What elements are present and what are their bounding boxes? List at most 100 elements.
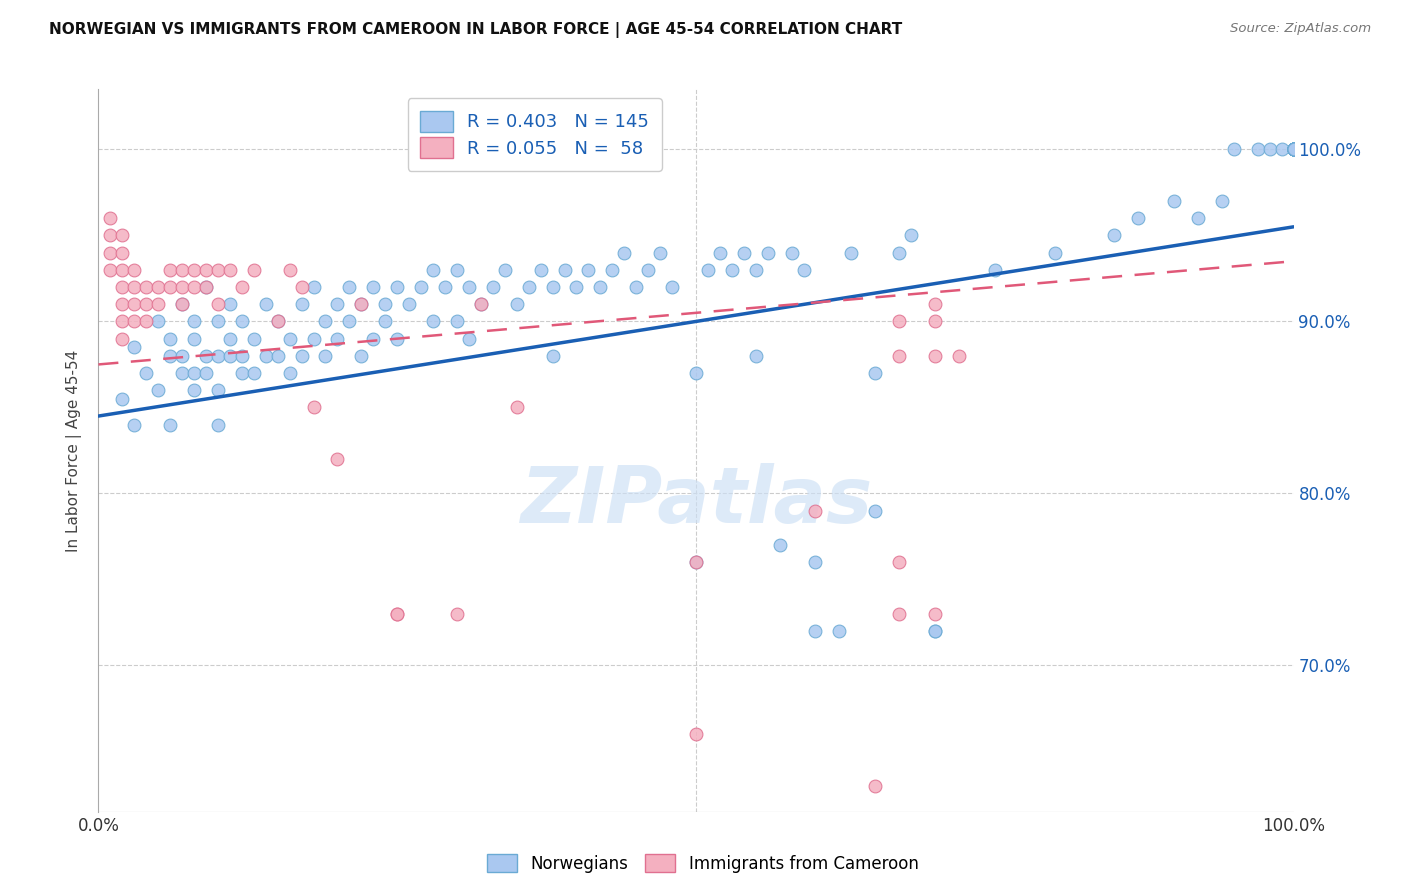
Point (1282, 142, 1305, 156)
Point (159, 332, 181, 346)
Point (756, 245, 779, 260)
Point (411, 280, 433, 294)
Point (1282, 142, 1305, 156)
Point (207, 297, 229, 311)
Point (183, 314, 205, 328)
Point (458, 280, 481, 294)
Point (350, 349, 373, 363)
Point (111, 297, 134, 311)
Point (804, 503, 827, 517)
Point (148, 384, 170, 398)
Point (172, 297, 194, 311)
Point (159, 262, 181, 277)
Point (924, 624, 946, 639)
Point (219, 332, 242, 346)
Point (135, 314, 157, 328)
Point (219, 349, 242, 363)
Point (733, 245, 755, 260)
Point (291, 349, 314, 363)
Point (219, 262, 242, 277)
Point (267, 314, 290, 328)
Point (278, 262, 301, 277)
Point (135, 280, 157, 294)
Point (267, 314, 290, 328)
Text: Source: ZipAtlas.com: Source: ZipAtlas.com (1230, 22, 1371, 36)
Point (1282, 142, 1305, 156)
Point (243, 366, 266, 380)
Point (1282, 142, 1305, 156)
Point (924, 297, 946, 311)
Point (326, 332, 349, 346)
Point (1282, 142, 1305, 156)
Point (1282, 142, 1305, 156)
Point (554, 262, 576, 277)
Point (1282, 142, 1305, 156)
Point (1282, 142, 1305, 156)
Point (984, 262, 1007, 277)
Point (1282, 142, 1305, 156)
Point (422, 314, 444, 328)
Point (172, 262, 194, 277)
Point (1282, 142, 1305, 156)
Legend: R = 0.403   N = 145, R = 0.055   N =  58: R = 0.403 N = 145, R = 0.055 N = 58 (408, 98, 662, 170)
Point (1282, 142, 1305, 156)
Point (385, 280, 409, 294)
Point (745, 349, 768, 363)
Point (183, 262, 205, 277)
Point (900, 228, 922, 243)
Point (745, 262, 768, 277)
Point (889, 349, 911, 363)
Point (541, 349, 564, 363)
Y-axis label: In Labor Force | Age 45-54: In Labor Force | Age 45-54 (66, 350, 83, 551)
Point (709, 245, 731, 260)
Point (661, 280, 683, 294)
Point (207, 417, 229, 432)
Point (1043, 245, 1066, 260)
Point (1282, 142, 1305, 156)
Point (924, 607, 946, 621)
Point (195, 280, 218, 294)
Point (111, 228, 134, 243)
Point (111, 280, 134, 294)
Point (589, 280, 612, 294)
Point (339, 314, 361, 328)
Point (434, 280, 457, 294)
Point (1282, 142, 1305, 156)
Point (446, 262, 468, 277)
Point (135, 366, 157, 380)
Point (98, 262, 122, 277)
Point (267, 349, 290, 363)
Point (111, 332, 134, 346)
Point (446, 607, 468, 621)
Point (172, 297, 194, 311)
Point (111, 314, 134, 328)
Point (195, 262, 218, 277)
Point (195, 280, 218, 294)
Point (494, 262, 516, 277)
Point (124, 314, 146, 328)
Point (207, 384, 229, 398)
Point (111, 245, 134, 260)
Point (302, 332, 325, 346)
Point (1247, 142, 1270, 156)
Point (578, 262, 600, 277)
Point (207, 314, 229, 328)
Point (685, 555, 707, 569)
Point (148, 280, 170, 294)
Point (1282, 142, 1305, 156)
Point (828, 624, 851, 639)
Point (721, 262, 744, 277)
Point (148, 297, 170, 311)
Point (207, 262, 229, 277)
Point (841, 245, 863, 260)
Point (685, 727, 707, 741)
Point (1282, 142, 1305, 156)
Point (1223, 142, 1246, 156)
Point (385, 607, 409, 621)
Point (1282, 142, 1305, 156)
Point (385, 332, 409, 346)
Point (1271, 142, 1294, 156)
Point (458, 332, 481, 346)
Point (1282, 142, 1305, 156)
Point (470, 297, 492, 311)
